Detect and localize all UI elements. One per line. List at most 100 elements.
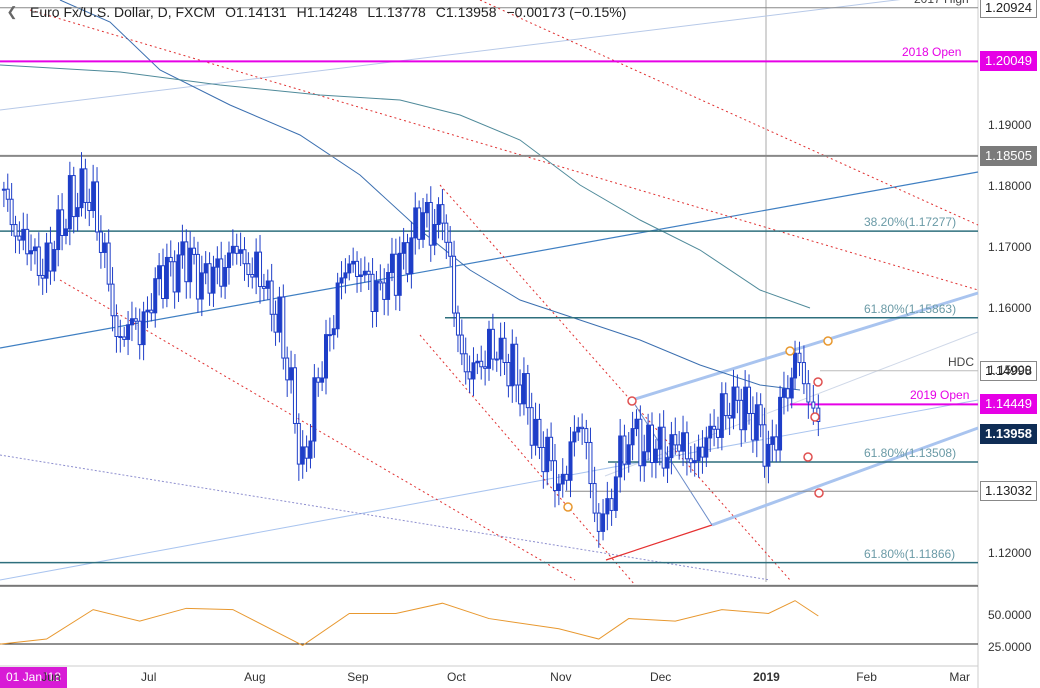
candle-body [653, 448, 658, 464]
candle-body [613, 476, 618, 511]
rsi-line [0, 600, 819, 647]
swing-marker-1 [627, 396, 637, 406]
price-tag-6: 1.14449 [980, 394, 1037, 415]
candle-body [556, 483, 561, 492]
candle-body [378, 280, 383, 284]
candle-body [475, 360, 480, 364]
candle-body [48, 242, 53, 272]
candle-body [110, 283, 115, 317]
candle-body [413, 207, 418, 239]
candle-body [498, 337, 503, 360]
price-tag-7: 1.13958 [980, 424, 1037, 445]
candle-body [735, 386, 740, 401]
candle-body [506, 362, 511, 387]
candle-body [122, 336, 127, 340]
candle-body [502, 337, 507, 364]
high-value: H1.14248 [296, 4, 358, 20]
candle-body [21, 228, 26, 241]
candle-body [692, 460, 697, 464]
candle-body [708, 425, 713, 439]
dotted-trend-line [0, 454, 771, 581]
price-axis-label-1: 1.18000 [988, 178, 1032, 193]
candle-body [393, 253, 398, 296]
candle-body [137, 320, 142, 346]
candle-body [382, 282, 387, 300]
candle-body [13, 224, 18, 237]
candle-body [331, 328, 336, 336]
candle-body [704, 437, 709, 458]
candle-body [754, 404, 759, 441]
candle-body [715, 428, 720, 438]
candle-body [238, 249, 243, 254]
candle-body [529, 407, 534, 446]
candle-body [766, 443, 771, 467]
time-axis-label-8: Feb [856, 670, 877, 684]
candle-body [172, 261, 177, 293]
candle-body [289, 367, 294, 381]
candle-body [374, 280, 379, 312]
price-axis-label-5: 1.12000 [988, 546, 1032, 561]
candle-body [650, 424, 654, 464]
price-axis-label-3: 1.16000 [988, 301, 1032, 316]
candle-body [153, 278, 158, 314]
candle-body [601, 513, 606, 532]
candle-body [355, 260, 360, 278]
close-value: C1.13958 [435, 4, 497, 20]
red-support-line [605, 524, 713, 561]
price-axis-label-0: 1.19000 [988, 117, 1032, 132]
candle-body [483, 366, 488, 369]
rsi-axis-label-0: 50.0000 [988, 608, 1032, 622]
candle-body [541, 446, 546, 473]
candle-body [424, 201, 429, 214]
candle-body [207, 263, 212, 294]
candle-body [223, 267, 228, 287]
candle-body [304, 446, 309, 459]
candle-body [246, 263, 251, 276]
swing-marker-3 [823, 336, 833, 346]
candle-body [638, 418, 643, 467]
time-axis-label-3: Sep [347, 670, 369, 684]
candle-body [405, 242, 410, 275]
candle-body [487, 328, 491, 369]
candle-body [5, 188, 10, 200]
candle-body [521, 373, 526, 405]
candle-body [514, 343, 519, 386]
time-axis-label-0: Jun [41, 670, 61, 684]
candle-body [133, 318, 138, 322]
candle-body [327, 334, 332, 337]
trend-line [0, 171, 979, 349]
candle-body [440, 204, 445, 224]
candle-body [642, 451, 647, 467]
candle-body [75, 207, 80, 218]
candle-body [646, 424, 651, 453]
chevron-left-icon[interactable]: ❮ [6, 4, 18, 19]
candle-body [545, 436, 550, 473]
candle-body [273, 313, 278, 333]
rsi-axis-label-1: 25.0000 [988, 640, 1032, 654]
candle-body [215, 258, 220, 268]
open-value: O1.14131 [225, 4, 287, 20]
candle-body [40, 274, 45, 279]
candle-body [285, 357, 290, 381]
candle-body [129, 318, 134, 326]
level-label-0: 2017 High [914, 0, 969, 6]
price-tag-9: 1.13032 [980, 481, 1037, 502]
candle-body [467, 371, 472, 380]
candle-body [71, 175, 76, 218]
red-channel-line-b [479, 0, 979, 226]
candle-body [549, 436, 554, 462]
candle-body [52, 249, 57, 272]
candle-body [230, 245, 235, 254]
candle-body [343, 272, 348, 279]
candle-body [161, 265, 165, 299]
candle-body [366, 270, 371, 275]
swing-marker-7 [814, 488, 824, 498]
candle-body [102, 242, 107, 253]
candle-body [421, 212, 426, 240]
candle-body [176, 254, 181, 293]
candle-body [778, 396, 783, 451]
candle-body [576, 426, 581, 433]
candle-body [1, 188, 6, 191]
candle-body [518, 384, 523, 405]
